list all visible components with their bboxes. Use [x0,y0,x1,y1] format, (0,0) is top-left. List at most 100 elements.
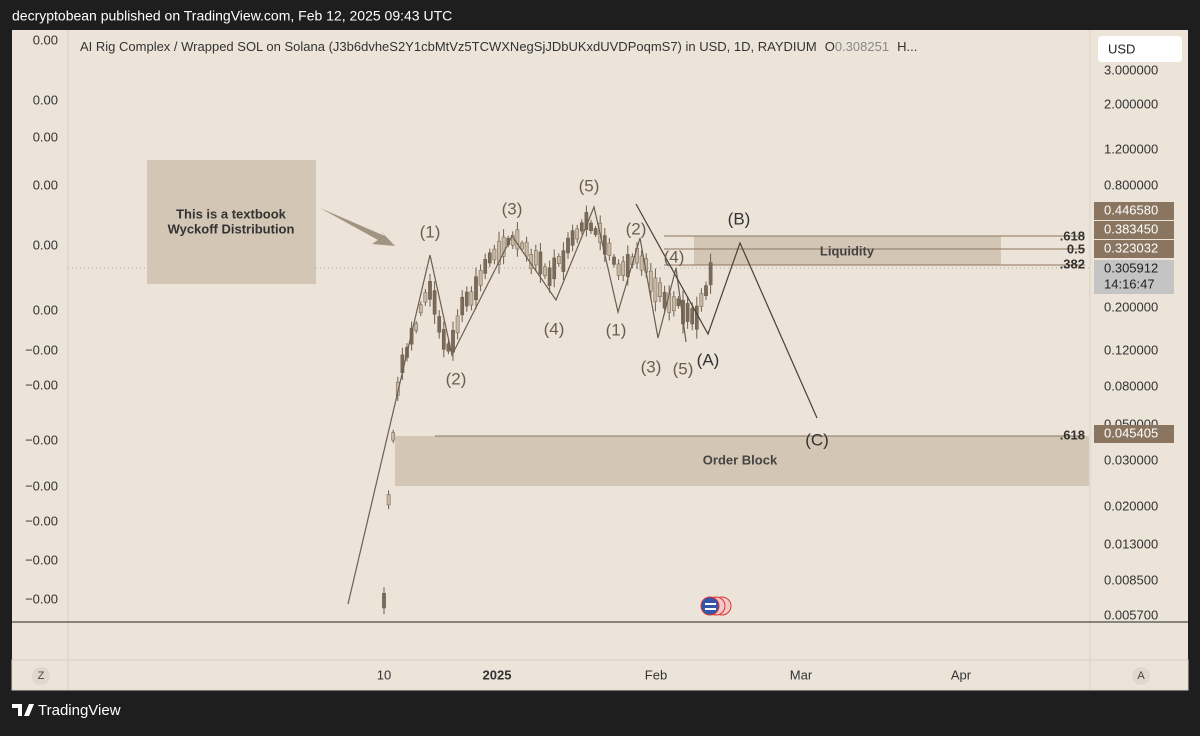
candle-body [625,254,630,277]
candle-body [497,240,501,265]
candle-body [418,304,423,314]
right-axis-label: 2.000000 [1104,96,1158,111]
wave-label: (3) [641,357,662,376]
fib-label: 0.5 [1067,241,1085,256]
axis-button-label: Z [38,670,45,682]
candle-body [708,262,713,286]
right-axis-label: 0.120000 [1104,342,1158,357]
axis-button[interactable] [32,667,50,685]
price-badge [1094,202,1174,220]
fib-label: .382 [1060,256,1085,271]
candle-body [409,327,414,345]
candle-body [423,292,428,303]
wave-label: (C) [805,430,829,449]
zone-label: Order Block [703,452,778,467]
currency-button[interactable] [1098,36,1182,62]
candle-body [612,256,616,265]
candle-body [487,252,492,264]
price-badge-label: 0.323032 [1104,240,1158,255]
time-axis [11,659,1189,691]
wave-label: (A) [697,350,720,369]
more: H... [897,39,917,54]
open-value: 0.308251 [835,39,889,54]
time-axis-label: Mar [790,667,813,682]
candle-body [552,257,557,280]
note-text: This is a textbook [176,206,287,221]
right-axis-label: 0.200000 [1104,299,1158,314]
right-axis-label: 0.030000 [1104,452,1158,467]
wave-label: (5) [673,359,694,378]
candle-body [524,241,529,257]
candle-body [547,267,552,286]
candle-body [593,228,598,235]
brand[interactable]: TradingView [38,702,121,719]
right-axis-label: 0.080000 [1104,378,1158,393]
price-badge-label: 0.383450 [1104,221,1158,236]
axis-button[interactable] [1132,667,1150,685]
fib-label: .618 [1060,427,1085,442]
candle-body [556,256,561,264]
candle-body [561,250,566,272]
event-icon[interactable] [700,596,720,616]
candle-body [492,248,497,261]
candle-body [621,261,626,276]
publisher: decryptobean published on TradingView.co… [12,8,452,24]
left-axis-label: −0.00 [25,591,58,606]
wave-label: (1) [420,222,441,241]
candle-body [639,255,644,271]
candle-body [570,230,575,246]
candle-body [451,329,455,353]
candle-body [690,308,695,325]
candle-body [538,251,543,275]
wave-label: (5) [579,176,600,195]
left-axis-label: −0.00 [25,342,58,357]
candle-body [515,229,520,250]
candle-body [520,242,524,250]
candle-body [460,296,465,316]
candle-body [474,276,478,301]
candle-body [579,222,584,232]
right-axis-label: 3.000000 [1104,62,1158,77]
note-arrow [320,208,395,246]
price-badge [1094,221,1174,239]
candle-body [671,296,676,312]
projection-line [635,203,818,419]
candle-body [566,237,570,254]
candle-body [704,285,708,296]
right-axis-label: 0.020000 [1104,498,1158,513]
flag-stripe [705,608,716,610]
axis-button-label: A [1137,670,1145,682]
candle-body [575,228,580,240]
wave-label: (2) [626,219,647,238]
price-badge [1094,276,1174,294]
brand-logo [12,704,34,716]
left-axis-label: 0.00 [33,92,58,107]
price-badge-label: 0.045405 [1104,425,1158,440]
wave-label: (2) [446,369,467,388]
time-axis-label: 2025 [483,667,512,682]
candle-body [483,259,488,274]
price-badge [1094,425,1174,443]
candle-body [607,242,612,256]
candle-body [543,266,547,276]
price-badge [1094,260,1174,278]
wave-label: (3) [502,199,523,218]
time-axis-label: 10 [377,667,391,682]
candle-body [469,291,474,306]
right-axis-label: 0.005700 [1104,607,1158,622]
price-badge-label: 14:16:47 [1104,276,1155,291]
candle-body [437,316,442,333]
symbol-title: AI Rig Complex / Wrapped SOL on Solana (… [80,39,917,54]
note-text: Wyckoff Distribution [168,221,295,236]
candle-body [589,222,593,232]
price-badge-label: 0.305912 [1104,260,1158,275]
liquidity-zone [694,236,1001,265]
left-axis-label: 0.00 [33,129,58,144]
left-axis-label: −0.00 [25,478,58,493]
candle-body [685,303,690,322]
right-axis-label: 0.800000 [1104,177,1158,192]
left-axis-label: −0.00 [25,552,58,567]
currency[interactable]: USD [1108,41,1135,56]
order-block-zone [395,436,1089,486]
